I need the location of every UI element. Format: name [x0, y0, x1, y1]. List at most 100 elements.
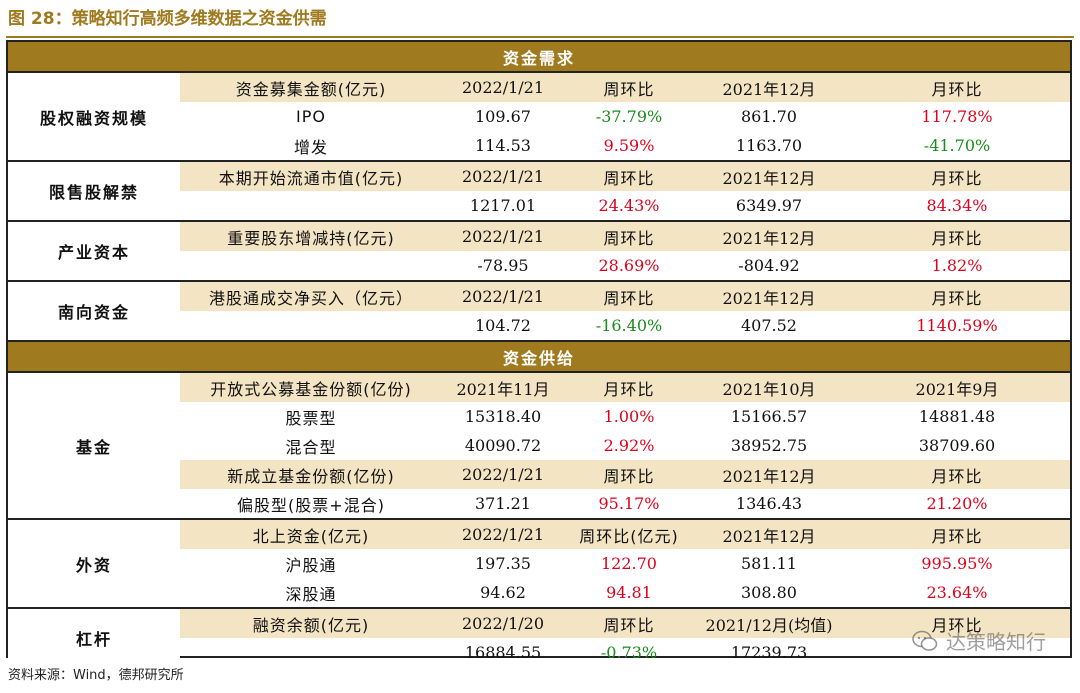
- header-cell-value-prior: 2021年12月: [694, 518, 844, 549]
- watermark: 达策略知行: [912, 626, 1046, 655]
- cell-change-month: -41.70%: [923, 136, 991, 155]
- cell-value-prior: 861.70: [741, 107, 797, 126]
- header-cell-change-month: 月环比: [844, 460, 1070, 489]
- table-header-row: 外资 北上资金(亿元) 2022/1/21 周环比(亿元) 2021年12月 月环比: [8, 518, 1070, 608]
- cell-change: 94.81: [606, 583, 652, 602]
- cell-change: 1.00%: [603, 407, 655, 426]
- header-cell-value-current: 2022/1/20: [442, 607, 564, 638]
- header-cell-change: 周环比: [564, 607, 694, 638]
- title-divider: [6, 36, 1074, 38]
- funding-table: 资金需求 股权融资规模 资金募集金额(亿元) 2022/1/21 周环比 2021年12月…: [8, 42, 1070, 667]
- header-cell-value-current: 2022/1/21: [442, 71, 564, 102]
- cell-value-current: 16884.55: [464, 643, 542, 662]
- cell-change-month: 21.20%: [926, 494, 988, 513]
- cell-change: 24.43%: [598, 196, 660, 215]
- header-cell-value-prior: 2021年12月: [694, 280, 844, 311]
- cell-change-month: 117.78%: [921, 107, 993, 126]
- table-row: 1217.01 24.43% 6349.97 84.34%: [8, 191, 1070, 221]
- table-header-row: 杠杆 融资余额(亿元) 2022/1/20 周环比 2021/12月(均值) 月环比: [8, 607, 1070, 667]
- header-cell-change: 周环比: [564, 280, 694, 311]
- header-cell-row-label: 北上资金(亿元): [180, 518, 442, 549]
- header-cell-change-month: 月环比: [844, 220, 1070, 251]
- cell-change-month: 38709.60: [918, 436, 996, 455]
- header-cell-change: 月环比: [564, 371, 694, 402]
- header-cell-value-prior: 2021年10月: [694, 371, 844, 402]
- table-header-row: 产业资本 重要股东增减持(亿元) 2022/1/21 周环比 2021年12月 月环比: [8, 220, 1070, 281]
- header-cell-change: 周环比(亿元): [564, 518, 694, 549]
- header-cell-change-month: 月环比: [844, 160, 1070, 191]
- funding-table-frame: 资金需求 股权融资规模 资金募集金额(亿元) 2022/1/21 周环比 2021年12月…: [6, 40, 1072, 667]
- header-cell-change: 周环比: [564, 220, 694, 251]
- header-cell-row-label: 开放式公募基金份额(亿份): [180, 371, 442, 402]
- cell-row-label: 偏股型(股票+混合): [237, 495, 385, 515]
- cell-value-prior: 308.80: [741, 583, 797, 602]
- cell-change-month: 995.95%: [921, 554, 993, 573]
- cell-row-label: IPO: [296, 107, 326, 126]
- header-cell-value-prior: 2021年12月: [694, 220, 844, 251]
- table-row: IPO 109.67 -37.79% 861.70 117.78%: [8, 102, 1070, 131]
- table-header-row: 新成立基金份额(亿份) 2022/1/21 周环比 2021年12月 月环比: [8, 460, 1070, 489]
- cell-value-prior: 15166.57: [730, 407, 808, 426]
- cell-value-current: -78.95: [477, 256, 529, 275]
- header-cell-value-prior: 2021/12月(均值): [694, 607, 844, 638]
- cell-row-label: 沪股通: [285, 555, 337, 575]
- cell-value-current: 15318.40: [464, 407, 542, 426]
- table-row: 沪股通 197.35 122.70 581.11 995.95%: [8, 549, 1070, 578]
- cell-value-prior: 17239.73: [730, 643, 808, 662]
- cell-value-current: 104.72: [475, 316, 531, 335]
- header-cell-row-label: 资金募集金额(亿元): [180, 71, 442, 102]
- section-title: 资金需求: [8, 42, 1070, 72]
- header-cell-value-current: 2022/1/21: [442, 518, 564, 549]
- cell-row-label: 混合型: [285, 437, 337, 457]
- header-cell-change: 周环比: [564, 160, 694, 191]
- table-row: 深股通 94.62 94.81 308.80 23.64%: [8, 578, 1070, 608]
- header-cell-row-label: 重要股东增减持(亿元): [180, 220, 442, 251]
- cell-change: 9.59%: [603, 136, 655, 155]
- cell-value-current: 94.62: [480, 583, 526, 602]
- table-header-row: 股权融资规模 资金募集金额(亿元) 2022/1/21 周环比 2021年12月 月环比: [8, 71, 1070, 161]
- cell-change: 28.69%: [598, 256, 660, 275]
- cell-row-label: [180, 251, 442, 281]
- header-cell-change-month: 月环比: [844, 607, 1070, 638]
- cell-change-month: 14881.48: [918, 407, 996, 426]
- table-header-row: 基金 开放式公募基金份额(亿份) 2021年11月 月环比 2021年10月 2021年9…: [8, 371, 1070, 519]
- cell-value-current: 40090.72: [464, 436, 542, 455]
- cell-value-current: 197.35: [475, 554, 531, 573]
- header-cell-value-prior: 2021年12月: [694, 160, 844, 191]
- cell-change: -16.40%: [595, 316, 663, 335]
- table-header-row: 限售股解禁 本期开始流通市值(亿元) 2022/1/21 周环比 2021年12月 月环比: [8, 160, 1070, 221]
- section-header-row: 资金需求: [8, 42, 1070, 72]
- cell-value-current: 114.53: [475, 136, 531, 155]
- header-cell-value-prior: 2021年12月: [694, 71, 844, 102]
- cell-row-label: 增发: [293, 137, 328, 157]
- table-row: 增发 114.53 9.59% 1163.70 -41.70%: [8, 131, 1070, 161]
- cell-change-month: 1.82%: [931, 256, 983, 275]
- section-title: 资金供给: [8, 340, 1070, 372]
- cell-change: -37.79%: [595, 107, 663, 126]
- table-row: -78.95 28.69% -804.92 1.82%: [8, 251, 1070, 281]
- section-header-row: 资金供给: [8, 340, 1070, 372]
- cell-value-prior: 1346.43: [735, 494, 803, 513]
- header-cell-row-label: 本期开始流通市值(亿元): [180, 160, 442, 191]
- header-cell-value-current: 2022/1/21: [442, 160, 564, 191]
- table-row: 股票型 15318.40 1.00% 15166.57 14881.48: [8, 402, 1070, 431]
- cell-value-prior: 1163.70: [735, 136, 803, 155]
- header-cell-value-current: 2022/1/21: [442, 220, 564, 251]
- cell-change: 122.70: [601, 554, 657, 573]
- header-cell-change-month: 2021年9月: [844, 371, 1070, 402]
- cell-change: -0.73%: [600, 643, 658, 662]
- watermark-text: 达策略知行: [946, 630, 1046, 654]
- table-row: 偏股型(股票+混合) 371.21 95.17% 1346.43 21.20%: [8, 489, 1070, 519]
- cell-value-current: 371.21: [475, 494, 531, 513]
- cell-row-label: [180, 191, 442, 221]
- cell-value-prior: -804.92: [738, 256, 800, 275]
- table-header-row: 南向资金 港股通成交净买入（亿元） 2022/1/21 周环比 2021年12月 月环比: [8, 280, 1070, 341]
- cell-value-current: 1217.01: [469, 196, 537, 215]
- cell-row-label: [180, 311, 442, 341]
- cell-change-month: 1140.59%: [916, 316, 998, 335]
- header-cell-value-prior: 2021年12月: [694, 460, 844, 489]
- cell-value-prior: 38952.75: [730, 436, 808, 455]
- cell-value-prior: 6349.97: [735, 196, 803, 215]
- cell-value-prior: 407.52: [741, 316, 797, 335]
- cell-change-month: 23.64%: [926, 583, 988, 602]
